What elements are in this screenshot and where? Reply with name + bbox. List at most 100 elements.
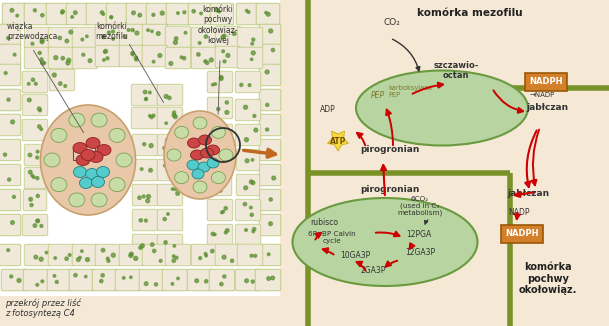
Ellipse shape — [356, 70, 528, 145]
Text: 6CO₂
(used in C₃
metabolism): 6CO₂ (used in C₃ metabolism) — [398, 196, 443, 216]
Circle shape — [253, 114, 256, 117]
Circle shape — [7, 37, 10, 39]
Circle shape — [53, 274, 55, 277]
FancyBboxPatch shape — [236, 149, 260, 171]
Ellipse shape — [44, 153, 60, 167]
FancyBboxPatch shape — [72, 244, 98, 266]
Circle shape — [139, 246, 143, 249]
Circle shape — [61, 11, 63, 14]
Ellipse shape — [167, 149, 181, 161]
Circle shape — [204, 252, 207, 255]
Circle shape — [106, 57, 109, 60]
FancyBboxPatch shape — [165, 47, 191, 69]
Circle shape — [143, 143, 146, 146]
Ellipse shape — [97, 144, 111, 156]
Ellipse shape — [193, 117, 207, 129]
FancyBboxPatch shape — [259, 214, 281, 236]
Circle shape — [31, 78, 35, 82]
Circle shape — [31, 42, 34, 45]
FancyBboxPatch shape — [157, 84, 183, 106]
Circle shape — [214, 83, 217, 85]
Text: CO₂: CO₂ — [383, 18, 400, 27]
FancyBboxPatch shape — [132, 134, 158, 156]
Ellipse shape — [85, 169, 99, 180]
Circle shape — [245, 9, 248, 12]
Circle shape — [138, 13, 141, 17]
FancyBboxPatch shape — [259, 114, 281, 136]
Circle shape — [122, 277, 125, 279]
FancyBboxPatch shape — [236, 3, 260, 25]
Circle shape — [107, 31, 110, 34]
Circle shape — [101, 248, 105, 252]
FancyBboxPatch shape — [237, 47, 263, 69]
Circle shape — [80, 250, 83, 252]
FancyBboxPatch shape — [210, 3, 234, 25]
Circle shape — [144, 219, 147, 222]
FancyBboxPatch shape — [86, 3, 110, 25]
Circle shape — [111, 30, 114, 33]
FancyBboxPatch shape — [259, 244, 281, 266]
Ellipse shape — [74, 167, 86, 177]
FancyBboxPatch shape — [132, 234, 158, 256]
Circle shape — [150, 243, 154, 246]
Circle shape — [250, 58, 253, 61]
Ellipse shape — [206, 145, 219, 155]
FancyBboxPatch shape — [132, 159, 158, 181]
Circle shape — [61, 56, 65, 60]
Circle shape — [174, 115, 177, 119]
Circle shape — [174, 37, 178, 40]
FancyBboxPatch shape — [259, 89, 281, 111]
Circle shape — [167, 213, 169, 215]
Circle shape — [173, 244, 175, 247]
Circle shape — [251, 181, 255, 185]
Text: NADPH: NADPH — [505, 230, 539, 239]
Ellipse shape — [292, 198, 477, 286]
Circle shape — [37, 219, 40, 222]
Ellipse shape — [81, 150, 95, 160]
Circle shape — [127, 29, 130, 31]
Circle shape — [132, 11, 135, 15]
Circle shape — [267, 253, 270, 256]
FancyBboxPatch shape — [157, 159, 183, 181]
Circle shape — [58, 82, 62, 85]
Ellipse shape — [207, 158, 219, 168]
Circle shape — [252, 280, 255, 283]
Polygon shape — [328, 131, 348, 151]
FancyBboxPatch shape — [157, 134, 183, 156]
FancyBboxPatch shape — [0, 214, 21, 236]
Circle shape — [140, 244, 144, 248]
Circle shape — [88, 59, 92, 63]
Circle shape — [219, 189, 222, 192]
Text: 6RuBP Calvin
cycle: 6RuBP Calvin cycle — [308, 231, 356, 244]
FancyBboxPatch shape — [0, 64, 21, 86]
FancyBboxPatch shape — [23, 189, 47, 211]
Circle shape — [61, 10, 65, 13]
Circle shape — [197, 53, 200, 56]
Text: →NADP: →NADP — [530, 92, 555, 98]
FancyBboxPatch shape — [95, 244, 121, 266]
Circle shape — [36, 194, 40, 198]
Circle shape — [149, 144, 153, 148]
Circle shape — [65, 39, 69, 43]
FancyBboxPatch shape — [191, 244, 219, 266]
Circle shape — [7, 249, 10, 252]
Circle shape — [34, 82, 37, 85]
Circle shape — [174, 188, 177, 191]
Circle shape — [253, 228, 256, 231]
FancyBboxPatch shape — [235, 71, 261, 93]
FancyBboxPatch shape — [207, 199, 233, 221]
Circle shape — [220, 282, 223, 286]
Circle shape — [221, 35, 225, 39]
Circle shape — [7, 178, 11, 181]
Circle shape — [107, 259, 110, 262]
Circle shape — [10, 275, 13, 278]
Circle shape — [54, 257, 57, 259]
Circle shape — [225, 229, 229, 232]
Circle shape — [36, 177, 39, 180]
Circle shape — [171, 166, 173, 169]
FancyBboxPatch shape — [259, 44, 281, 66]
Circle shape — [205, 61, 209, 65]
Text: komórka
pochwy
okołowiąz.: komórka pochwy okołowiąz. — [519, 262, 577, 295]
Circle shape — [225, 101, 228, 104]
FancyBboxPatch shape — [215, 244, 241, 266]
